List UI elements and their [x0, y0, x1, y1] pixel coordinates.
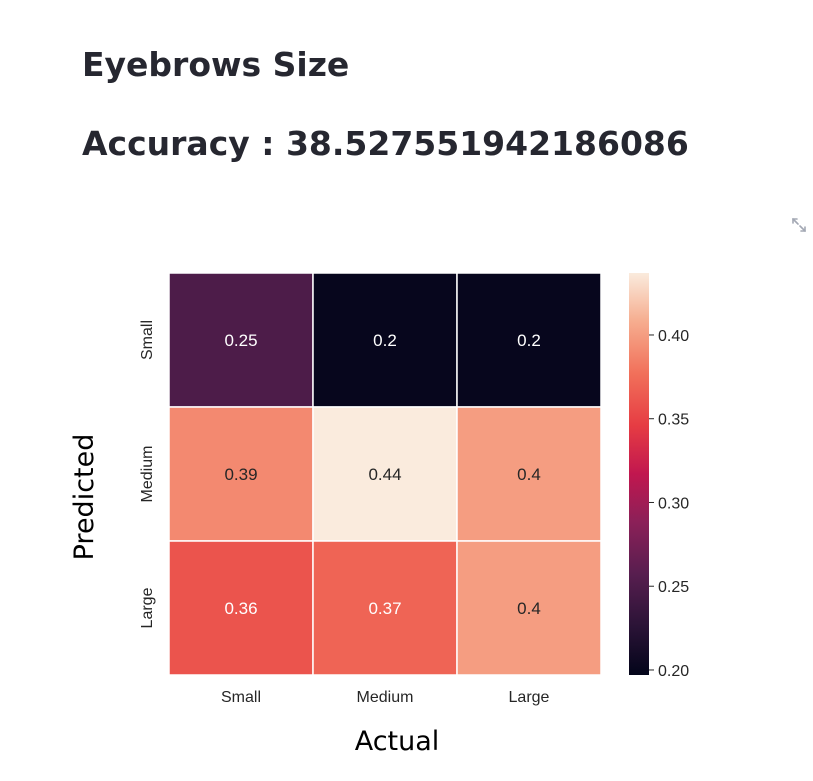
colorbar-tick-label: 0.40 — [658, 328, 689, 345]
colorbar-tick-label: 0.20 — [658, 663, 689, 680]
heatmap-cell — [168, 406, 314, 542]
cell-value-label: 0.39 — [224, 465, 257, 484]
y-tick-label: Medium — [139, 446, 156, 503]
heatmap-cell — [456, 540, 602, 676]
page-title: Eyebrows Size — [82, 45, 350, 84]
cell-value-label: 0.36 — [224, 599, 257, 618]
cell-value-label: 0.37 — [368, 599, 401, 618]
heatmap-cell — [312, 406, 458, 542]
cell-value-label: 0.4 — [517, 465, 541, 484]
heatmap-cell — [312, 540, 458, 676]
cell-value-label: 0.25 — [224, 331, 257, 350]
x-tick-label: Medium — [357, 689, 414, 706]
heatmap-cell — [312, 272, 458, 408]
colorbar-tick-label: 0.35 — [658, 412, 689, 429]
x-tick-label: Small — [221, 689, 261, 706]
expand-arrows-icon[interactable] — [790, 216, 808, 234]
cell-value-label: 0.4 — [517, 599, 541, 618]
y-tick-label: Small — [139, 320, 156, 360]
y-tick-label: Large — [139, 587, 156, 628]
x-axis-title: Actual — [355, 726, 440, 757]
heatmap-cell — [168, 540, 314, 676]
colorbar — [629, 273, 649, 675]
heatmap-cell — [456, 406, 602, 542]
colorbar-tick-label: 0.30 — [658, 495, 689, 512]
x-tick-label: Large — [509, 689, 550, 706]
y-axis-title: Predicted — [69, 434, 100, 561]
cell-value-label: 0.44 — [368, 465, 401, 484]
accuracy-heading: Accuracy : 38.527551942186086 — [82, 124, 689, 163]
cell-value-label: 0.2 — [373, 331, 397, 350]
colorbar-tick-label: 0.25 — [658, 579, 689, 596]
cell-value-label: 0.2 — [517, 331, 541, 350]
